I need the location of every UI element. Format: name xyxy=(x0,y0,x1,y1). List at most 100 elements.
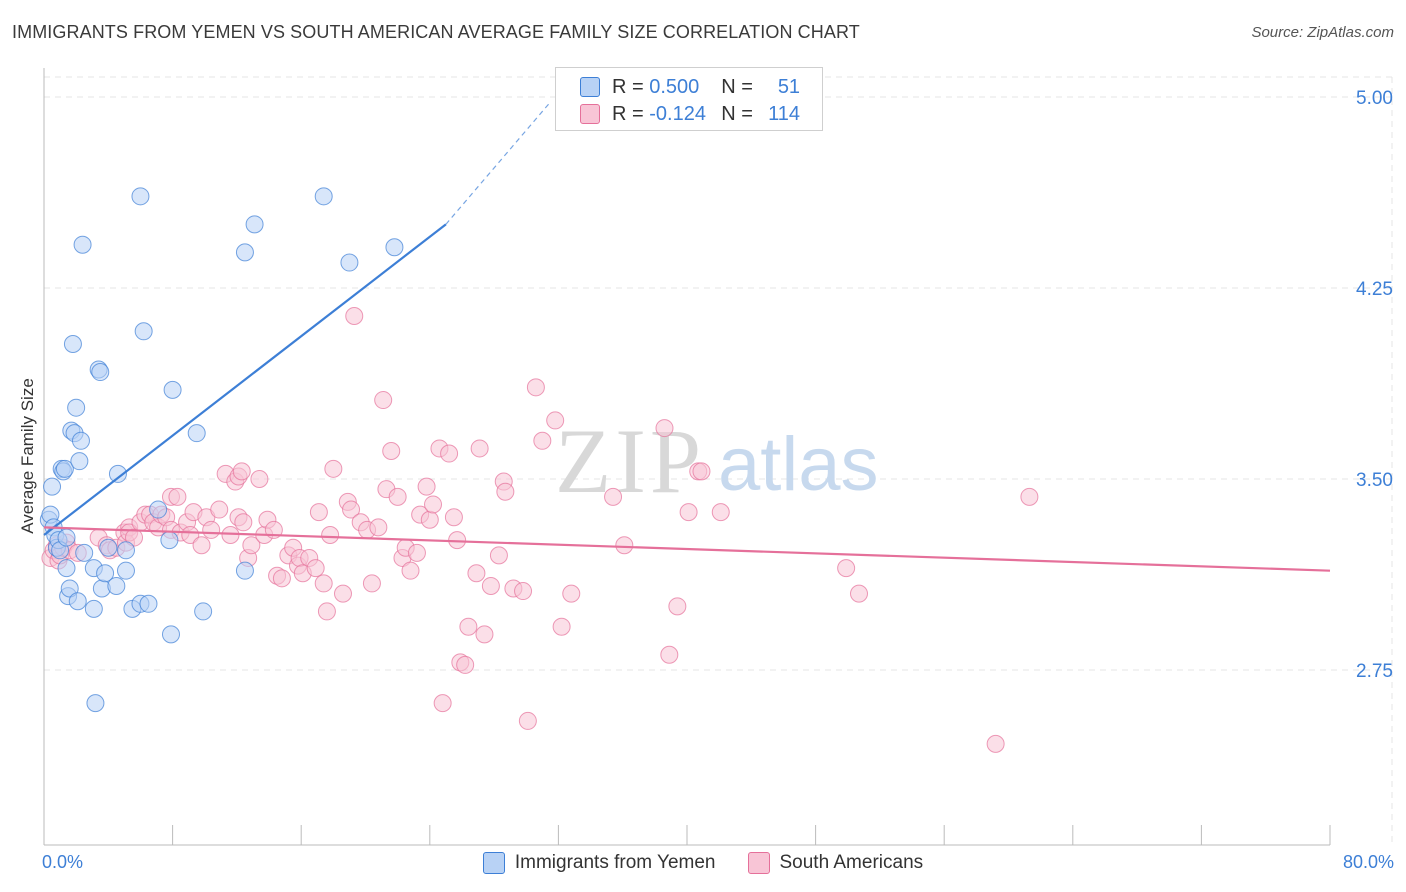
watermark: ZIP atlas xyxy=(555,410,879,512)
point-south-americans xyxy=(679,503,698,522)
x-tick-label-min: 0.0% xyxy=(42,852,84,872)
point-south-americans xyxy=(456,655,475,674)
point-yemen xyxy=(57,559,76,578)
point-south-americans xyxy=(374,391,393,410)
point-south-americans xyxy=(986,734,1005,753)
point-south-americans xyxy=(202,520,221,539)
r-value-yemen: 0.500 xyxy=(649,75,700,98)
point-yemen xyxy=(43,477,62,496)
point-yemen xyxy=(194,602,213,621)
point-yemen xyxy=(86,694,105,713)
y-tick-labels: 2.75 3.50 4.25 5.00 xyxy=(1356,88,1393,682)
point-yemen xyxy=(84,599,103,618)
point-south-americans xyxy=(306,559,325,578)
point-south-americans xyxy=(369,518,388,537)
pink-swatch-icon xyxy=(747,852,770,874)
point-yemen xyxy=(131,187,150,206)
point-yemen xyxy=(107,576,126,595)
point-south-americans xyxy=(433,694,452,713)
point-yemen xyxy=(99,538,118,557)
grid-lines xyxy=(44,76,1393,845)
point-south-americans xyxy=(407,543,426,562)
pink-swatch-icon xyxy=(580,104,600,124)
point-yemen xyxy=(91,363,110,382)
point-south-americans xyxy=(562,584,581,603)
point-south-americans xyxy=(1020,487,1039,506)
x-tick-label-max: 80.0% xyxy=(1342,852,1394,872)
point-south-americans xyxy=(475,625,494,644)
point-south-americans xyxy=(489,546,508,565)
r-label: R = xyxy=(612,102,644,125)
stats-legend: R = 0.500 N = 51 R = -0.124 N = 114 xyxy=(555,67,823,131)
point-south-americans xyxy=(401,561,420,580)
point-south-americans xyxy=(552,617,571,636)
point-yemen xyxy=(73,235,92,254)
point-south-americans xyxy=(444,508,463,527)
point-yemen xyxy=(116,561,135,580)
point-south-americans xyxy=(420,510,439,529)
point-south-americans xyxy=(181,526,200,545)
point-yemen xyxy=(60,579,79,598)
point-yemen xyxy=(235,243,254,262)
data-points xyxy=(39,187,1039,753)
point-south-americans xyxy=(342,500,361,519)
point-yemen xyxy=(385,238,404,257)
point-yemen xyxy=(139,594,158,613)
point-south-americans xyxy=(309,503,328,522)
point-yemen xyxy=(75,543,94,562)
legend-row-yemen: R = 0.500 N = 51 xyxy=(580,74,800,100)
point-south-americans xyxy=(668,597,687,616)
point-south-americans xyxy=(345,307,364,326)
point-yemen xyxy=(70,452,89,471)
y-tick-label: 3.50 xyxy=(1356,470,1393,491)
y-tick-label: 5.00 xyxy=(1356,88,1393,109)
point-south-americans xyxy=(250,470,269,488)
n-value-yemen: 51 xyxy=(777,75,801,98)
point-south-americans xyxy=(317,602,336,621)
y-tick-label: 4.25 xyxy=(1356,279,1393,300)
point-yemen xyxy=(57,528,76,547)
legend-label-yemen: Immigrants from Yemen xyxy=(514,852,716,873)
point-south-americans xyxy=(272,569,291,588)
point-south-americans xyxy=(388,487,407,506)
point-south-americans xyxy=(850,584,869,603)
y-tick-label: 2.75 xyxy=(1356,661,1393,682)
point-yemen xyxy=(187,424,206,443)
n-label: N = xyxy=(721,102,753,125)
trend-lines xyxy=(43,101,1331,572)
source-credit[interactable]: Source: ZipAtlas.com xyxy=(1251,24,1394,41)
point-south-americans xyxy=(440,444,459,463)
point-south-americans xyxy=(604,487,623,506)
point-south-americans xyxy=(496,482,515,501)
point-south-americans xyxy=(459,617,478,636)
point-south-americans xyxy=(321,526,340,545)
point-yemen xyxy=(149,500,168,519)
point-yemen xyxy=(161,625,180,644)
point-south-americans xyxy=(526,378,545,397)
point-south-americans xyxy=(210,500,229,519)
watermark-atlas: atlas xyxy=(718,422,879,507)
point-south-americans xyxy=(692,462,711,481)
point-south-americans xyxy=(168,487,187,506)
n-value-south-americans: 114 xyxy=(768,102,801,125)
legend-item-south-americans[interactable]: South Americans xyxy=(747,852,924,874)
point-south-americans xyxy=(424,495,443,514)
point-south-americans xyxy=(314,574,333,593)
point-south-americans xyxy=(234,513,253,532)
point-south-americans xyxy=(514,582,533,601)
point-south-americans xyxy=(711,503,730,522)
n-label: N = xyxy=(721,75,753,98)
legend-label-south-americans: South Americans xyxy=(779,852,924,873)
point-south-americans xyxy=(362,574,381,593)
legend-item-yemen[interactable]: Immigrants from Yemen xyxy=(482,852,716,874)
point-yemen xyxy=(108,464,127,483)
point-south-americans xyxy=(837,559,856,578)
point-yemen xyxy=(68,592,87,611)
point-yemen xyxy=(160,531,179,550)
trend-line-south-americans xyxy=(43,526,1331,572)
point-south-americans xyxy=(615,536,634,555)
point-south-americans xyxy=(470,439,489,458)
point-yemen xyxy=(96,564,115,583)
point-south-americans xyxy=(232,462,251,481)
